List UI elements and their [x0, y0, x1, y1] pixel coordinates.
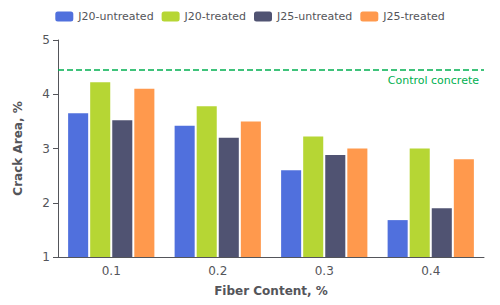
- svg-text:J20-treated: J20-treated: [184, 10, 246, 23]
- svg-text:0.1: 0.1: [102, 264, 121, 278]
- svg-text:0.3: 0.3: [315, 264, 334, 278]
- svg-text:J25-treated: J25-treated: [382, 10, 444, 23]
- svg-text:J25-untreated: J25-untreated: [276, 10, 352, 23]
- svg-text:0.2: 0.2: [208, 264, 227, 278]
- svg-text:Crack Area, %: Crack Area, %: [11, 101, 25, 195]
- svg-text:0.4: 0.4: [421, 264, 440, 278]
- svg-text:3: 3: [42, 142, 50, 156]
- svg-text:4: 4: [42, 87, 50, 101]
- svg-text:5: 5: [42, 33, 50, 47]
- svg-text:1: 1: [42, 250, 50, 264]
- svg-text:2: 2: [42, 196, 50, 210]
- svg-text:Control concrete: Control concrete: [388, 74, 479, 87]
- svg-text:Fiber Content, %: Fiber Content, %: [214, 284, 328, 298]
- svg-text:J20-untreated: J20-untreated: [77, 10, 153, 23]
